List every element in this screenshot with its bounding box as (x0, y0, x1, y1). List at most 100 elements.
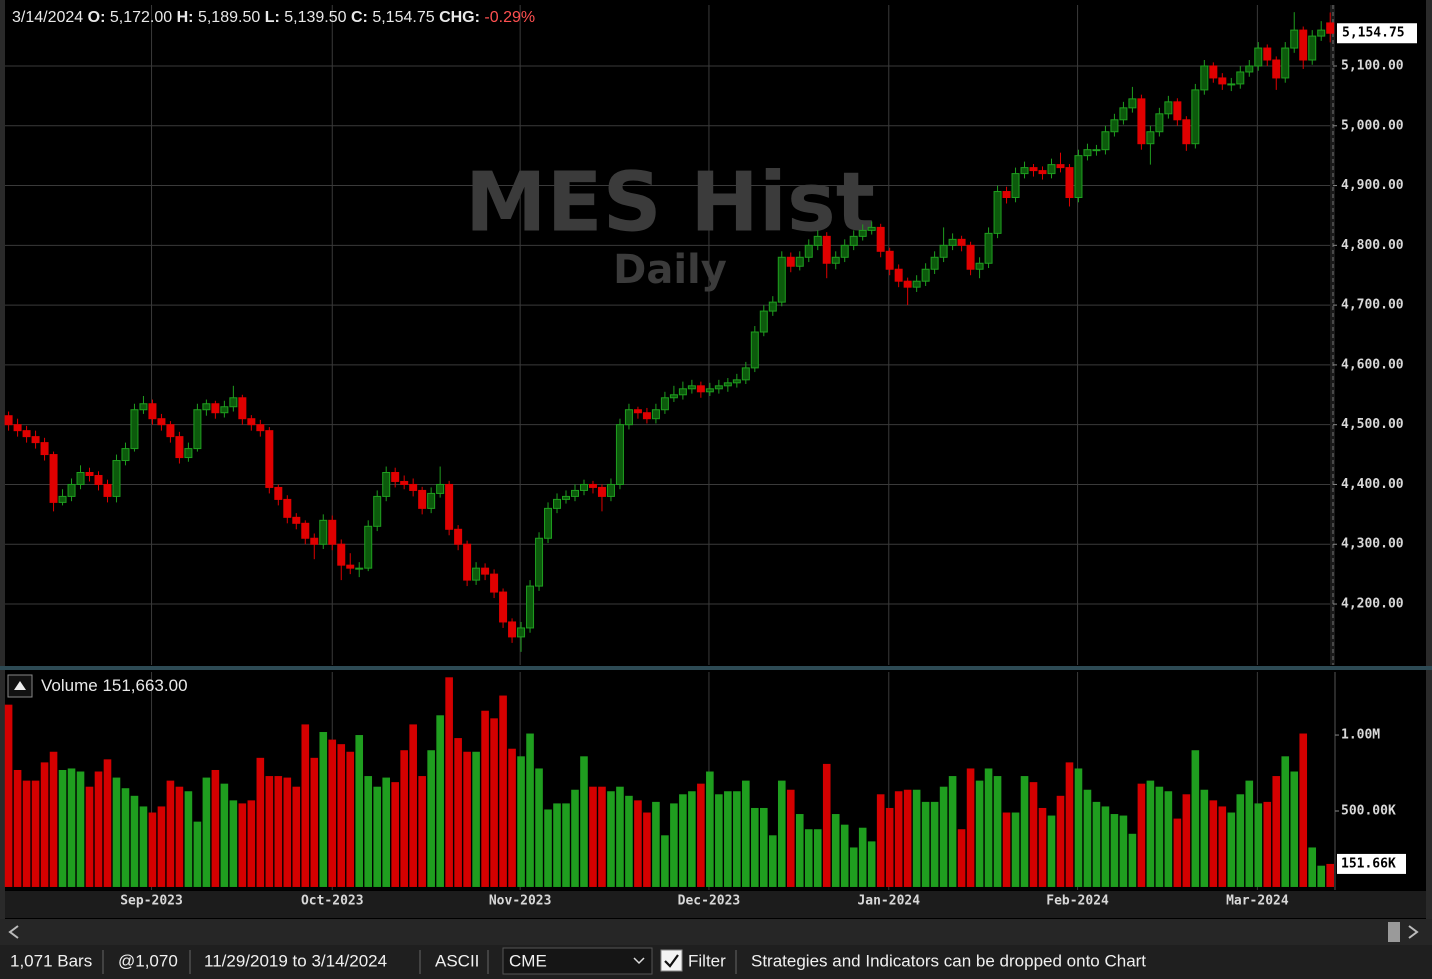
dropdown-arrow (633, 957, 645, 965)
candle-body (256, 424, 265, 432)
candle-body (337, 543, 346, 566)
candle-body (481, 567, 490, 575)
volume-bar (1326, 863, 1335, 887)
candle-body (1227, 83, 1236, 86)
candle-body (229, 397, 238, 408)
volume-bar (130, 795, 139, 887)
volume-bar (445, 677, 453, 887)
volume-bar (400, 750, 408, 887)
y-tick-label: 4,300.00 (1341, 537, 1404, 552)
candle-body (957, 238, 966, 246)
volume-bar (1227, 812, 1236, 887)
candle-body (660, 397, 669, 411)
candle-body (202, 403, 211, 411)
candle-body (786, 256, 795, 267)
candle-body (193, 409, 202, 450)
date: 3/14/2024 (12, 9, 83, 26)
candle-body (750, 331, 759, 369)
volume-bar (535, 768, 543, 887)
y-tick-label: 4,400.00 (1341, 477, 1404, 492)
volume-bar (427, 750, 435, 887)
candle-body (1011, 173, 1020, 199)
last-volume-label: 151.66K (1341, 856, 1396, 871)
x-tick-label: Sep-2023 (120, 894, 183, 909)
candle-body (517, 627, 526, 638)
volume-header: Volume 151,663.00 (41, 676, 188, 695)
candle-body (1245, 65, 1254, 73)
candle-body (597, 486, 606, 497)
exchange: CME (509, 951, 547, 970)
volume-bar (490, 718, 498, 887)
panel-splitter[interactable] (0, 666, 1432, 670)
candle-body (535, 537, 544, 587)
candle-body (301, 522, 310, 539)
candle-body (966, 244, 975, 270)
candle-body (382, 472, 391, 497)
y-tick-label: 500.00K (1341, 804, 1396, 819)
volume-bar (625, 795, 633, 887)
candle-body (714, 385, 723, 390)
volume-bar (966, 768, 975, 887)
candle-body (1128, 98, 1137, 109)
volume-bar (607, 791, 615, 887)
candle-body (355, 567, 364, 570)
candle-body (427, 492, 436, 509)
candle-body (391, 472, 400, 482)
filter-checkbox[interactable] (660, 949, 683, 972)
ohlc-header: 3/14/2024 O: 5,172.00 H: 5,189.50 L: 5,1… (12, 9, 535, 26)
grid (5, 5, 1330, 890)
candle-body (553, 498, 562, 509)
candle-body (157, 418, 166, 426)
volume-bar (85, 786, 94, 887)
candle-body (130, 409, 139, 450)
volume-bar (1317, 865, 1326, 887)
scroll-left[interactable] (8, 925, 19, 939)
exchange-dropdown[interactable] (502, 947, 653, 975)
candle-body (94, 474, 103, 485)
volume-bar (211, 769, 220, 887)
volume-bar (1083, 789, 1092, 887)
scroll-thumb[interactable] (1388, 922, 1400, 942)
candle-body (651, 409, 660, 420)
volume-bar (229, 800, 238, 887)
volume-bar (1047, 815, 1056, 887)
volume-bar (1155, 786, 1164, 887)
indicator-name: Volume (41, 676, 98, 695)
candle-body (606, 483, 615, 497)
volume-bar (1056, 795, 1065, 887)
volume-bar (939, 786, 948, 887)
candle-body (1326, 22, 1335, 34)
candle-body (1074, 155, 1083, 198)
candle-body (1254, 47, 1263, 67)
volume-bar (1119, 815, 1128, 887)
scrollbar[interactable] (0, 919, 1432, 945)
volume-bar (759, 807, 768, 887)
volume-bar (661, 835, 669, 887)
candle-body (687, 385, 696, 390)
candle-body (436, 483, 445, 494)
volume-bar (562, 803, 570, 887)
volume-bar (1020, 776, 1029, 887)
volume-bar (238, 803, 247, 887)
volume-bar (706, 771, 714, 887)
candle-body (445, 483, 454, 530)
volume-bar (777, 780, 786, 887)
scroll-right[interactable] (1408, 925, 1419, 939)
volume-bar (975, 780, 984, 887)
candle-body (579, 483, 588, 491)
y-tick-label: 4,800.00 (1341, 238, 1404, 253)
candle-body (777, 256, 786, 303)
volume-bar (1182, 794, 1191, 887)
candle-body (741, 367, 750, 381)
candle-body (1029, 167, 1038, 172)
volume-bar (697, 783, 705, 887)
candle-body (364, 525, 373, 569)
volume-bar (1191, 750, 1200, 887)
candle-body (58, 495, 67, 503)
candle-body (175, 436, 184, 459)
volume-bar (94, 771, 103, 887)
candle-body (13, 424, 22, 432)
candle-body (1092, 149, 1101, 152)
label: CHG: (439, 9, 480, 26)
volume-bar (31, 780, 40, 887)
